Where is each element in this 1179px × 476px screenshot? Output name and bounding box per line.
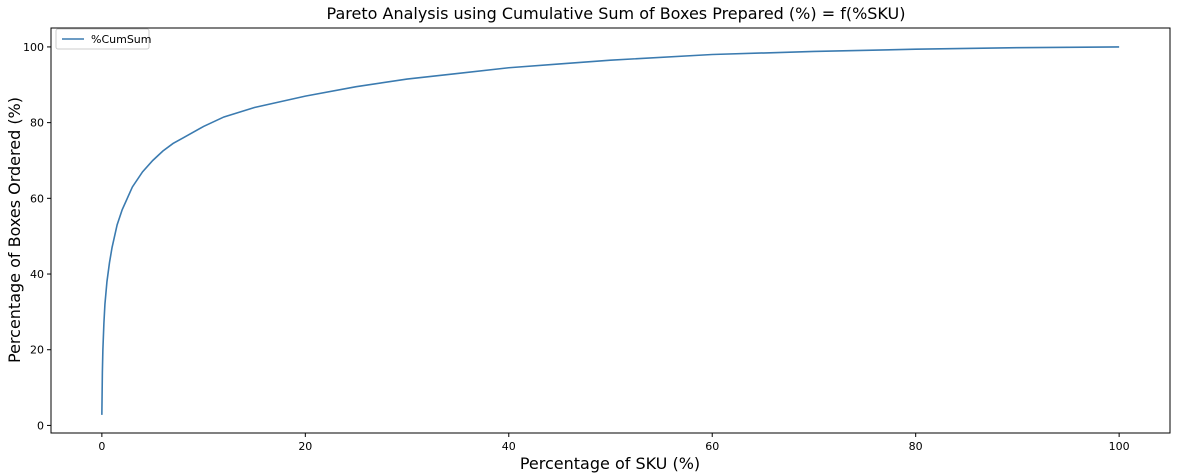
x-tick-label: 40 xyxy=(502,440,516,453)
y-axis-label: Percentage of Boxes Ordered (%) xyxy=(5,97,24,363)
y-tick-label: 0 xyxy=(37,419,44,432)
legend-box xyxy=(55,28,150,50)
y-tick-label: 60 xyxy=(30,192,44,205)
legend: %CumSum xyxy=(55,28,152,50)
chart-title: Pareto Analysis using Cumulative Sum of … xyxy=(327,4,906,23)
x-axis-label: Percentage of SKU (%) xyxy=(520,454,700,473)
plot-area-frame xyxy=(50,27,1171,434)
series-line-cumsum xyxy=(101,46,1120,415)
x-tick-label: 60 xyxy=(705,440,719,453)
y-tick-label: 100 xyxy=(23,41,44,54)
x-axis: 0 20 40 60 80 100 xyxy=(98,433,1130,453)
y-tick-label: 20 xyxy=(30,344,44,357)
y-axis: 0 20 40 60 80 100 xyxy=(23,41,51,432)
y-tick-label: 40 xyxy=(30,268,44,281)
x-tick-label: 0 xyxy=(98,440,105,453)
x-tick-label: 20 xyxy=(298,440,312,453)
x-tick-label: 80 xyxy=(909,440,923,453)
x-tick-label: 100 xyxy=(1109,440,1130,453)
legend-label: %CumSum xyxy=(91,33,152,46)
y-tick-label: 80 xyxy=(30,117,44,130)
